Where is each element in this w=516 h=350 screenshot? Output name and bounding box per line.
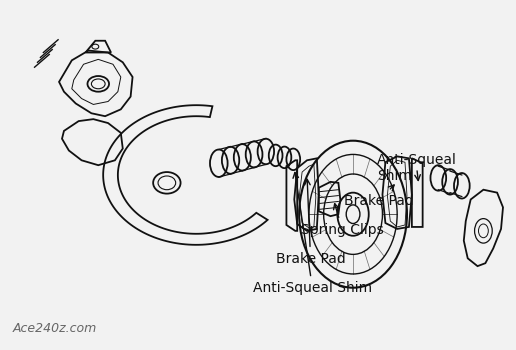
- Text: Ace240z.com: Ace240z.com: [13, 322, 97, 335]
- Text: Brake Pad: Brake Pad: [276, 179, 345, 266]
- Text: Anti-Squeal
Shim: Anti-Squeal Shim: [377, 153, 457, 183]
- Text: Brake Pad: Brake Pad: [344, 185, 414, 208]
- Text: Anti-Squeal Shim: Anti-Squeal Shim: [253, 173, 372, 295]
- Text: Spring Clips: Spring Clips: [301, 204, 384, 237]
